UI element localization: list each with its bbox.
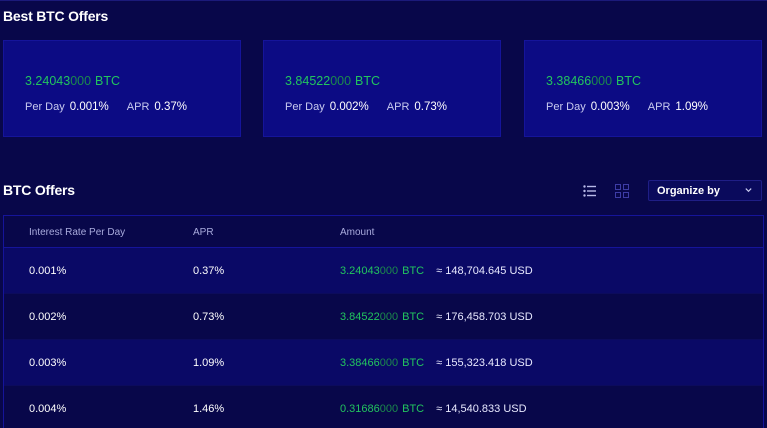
amount-cell: 3.24043000 BTC ≈ 148,704.645 USD [340,265,533,277]
apr-label: APR [647,101,671,113]
per-day-label: Per Day [285,101,325,113]
amount-unit: BTC [402,357,425,369]
card-amount: 3.84522000 BTC [285,74,380,88]
btc-offers-title: BTC Offers [3,182,75,198]
table-row[interactable]: 0.003% 1.09% 3.38466000 BTC ≈ 155,323.418 … [4,340,763,386]
usd-value: ≈ 176,458.703 USD [436,311,533,323]
amount-main: 0.31686 [340,403,380,415]
amount-main: 3.38466 [340,357,380,369]
amount-unit: BTC [402,311,425,323]
amount-main: 3.24043 [25,74,71,88]
organize-by-select[interactable]: Organize by [648,180,762,201]
table-row[interactable]: 0.002% 0.73% 3.84522000 BTC ≈ 176,458.703 … [4,294,763,340]
per-day-value: 0.001% [69,101,109,113]
per-day-value: 0.003% [590,101,630,113]
apr-cell: 1.09% [193,357,225,369]
amount-zeros: 000 [591,74,613,88]
per-day-label: Per Day [546,101,586,113]
card-stats: Per Day 0.003% APR 1.09% [546,101,708,113]
usd-value: ≈ 155,323.418 USD [436,357,533,369]
apr-value: 0.73% [414,101,447,113]
list-view-icon[interactable] [582,183,598,199]
apr-cell: 0.37% [193,265,225,277]
amount-cell: 3.38466000 BTC ≈ 155,323.418 USD [340,357,533,369]
apr-label: APR [126,101,150,113]
rate-cell: 0.003% [29,357,67,369]
usd-value: ≈ 14,540.833 USD [436,403,527,415]
card-amount: 3.38466000 BTC [546,74,641,88]
rate-cell: 0.004% [29,403,67,415]
chevron-down-icon [744,185,753,197]
rate-cell: 0.001% [29,265,67,277]
apr-value: 1.09% [675,101,708,113]
apr-label: APR [386,101,410,113]
amount-unit: BTC [402,265,425,277]
per-day-value: 0.002% [329,101,369,113]
amount-zeros: 000 [379,311,399,323]
offer-card[interactable]: 3.24043000 BTC Per Day 0.001% APR 0.37% [3,40,241,137]
amount-main: 3.84522 [285,74,331,88]
amount-unit: BTC [402,403,425,415]
offer-card[interactable]: 3.84522000 BTC Per Day 0.002% APR 0.73% [263,40,501,137]
rate-cell: 0.002% [29,311,67,323]
amount-zeros: 000 [330,74,352,88]
best-offers-cards: 3.24043000 BTC Per Day 0.001% APR 0.37% 3.84… [3,40,767,140]
amount-main: 3.24043 [340,265,380,277]
top-divider [0,0,767,1]
amount-unit: BTC [95,74,121,88]
card-stats: Per Day 0.001% APR 0.37% [25,101,187,113]
offer-card[interactable]: 3.38466000 BTC Per Day 0.003% APR 1.09% [524,40,762,137]
amount-zeros: 000 [379,265,399,277]
amount-main: 3.38466 [546,74,592,88]
amount-cell: 3.84522000 BTC ≈ 176,458.703 USD [340,311,533,323]
organize-by-label: Organize by [657,185,720,197]
table-header: Interest Rate Per Day APR Amount [4,216,763,248]
grid-view-icon[interactable] [614,183,630,199]
header-interest-rate[interactable]: Interest Rate Per Day [29,227,126,238]
offers-table: Interest Rate Per Day APR Amount 0.001% … [3,215,764,428]
amount-zeros: 000 [379,357,399,369]
amount-unit: BTC [355,74,381,88]
amount-unit: BTC [616,74,642,88]
table-row[interactable]: 0.001% 0.37% 3.24043000 BTC ≈ 148,704.645 … [4,248,763,294]
card-stats: Per Day 0.002% APR 0.73% [285,101,447,113]
apr-value: 0.37% [154,101,187,113]
per-day-label: Per Day [25,101,65,113]
card-amount: 3.24043000 BTC [25,74,120,88]
best-offers-title: Best BTC Offers [3,8,109,24]
table-row[interactable]: 0.004% 1.46% 0.31686000 BTC ≈ 14,540.833 U… [4,386,763,428]
header-apr[interactable]: APR [193,227,214,238]
apr-cell: 1.46% [193,403,225,415]
amount-main: 3.84522 [340,311,380,323]
amount-cell: 0.31686000 BTC ≈ 14,540.833 USD [340,403,527,415]
amount-zeros: 000 [379,403,399,415]
amount-zeros: 000 [70,74,92,88]
apr-cell: 0.73% [193,311,225,323]
usd-value: ≈ 148,704.645 USD [436,265,533,277]
header-amount[interactable]: Amount [340,227,375,238]
